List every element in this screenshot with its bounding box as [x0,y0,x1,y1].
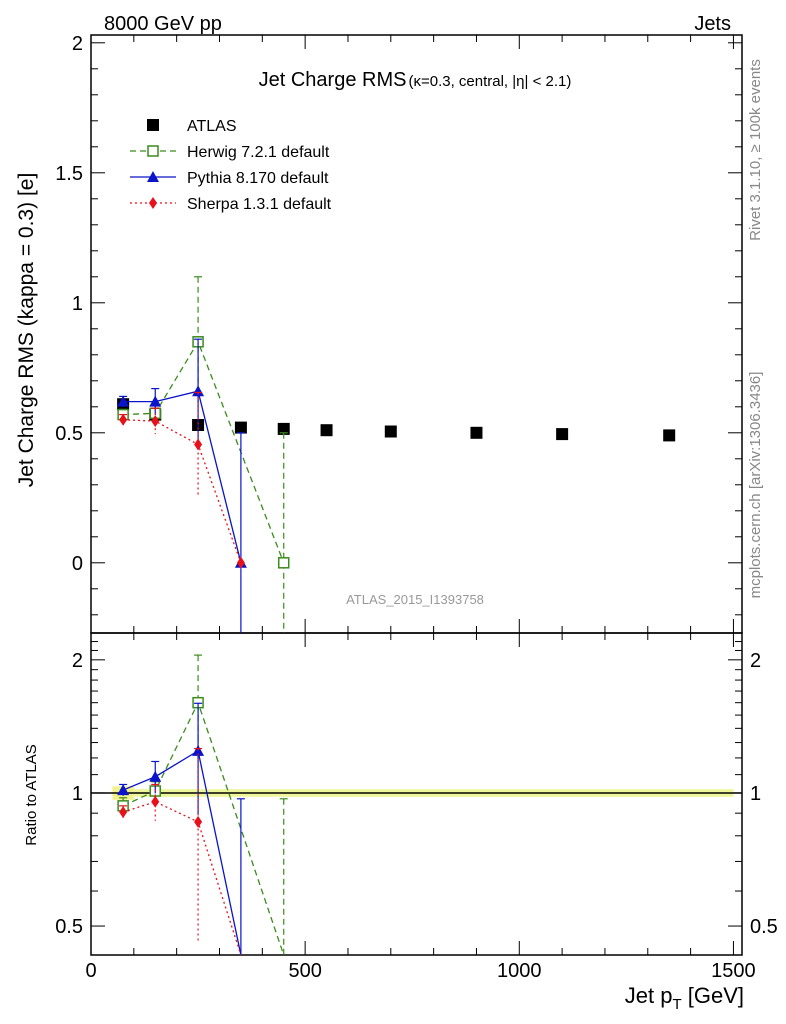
x-tick-label: 0 [85,960,96,982]
series-line [123,340,285,564]
data-point [277,557,290,569]
plot-title-main: Jet Charge RMS [259,69,407,91]
header-left: 8000 GeV pp [104,13,222,35]
ratio-series [117,654,288,956]
legend-label: ATLAS [187,118,237,135]
ratio-y-tick-label-right: 0.5 [750,916,778,938]
ratio-series-line [122,801,242,956]
ratio-y-axis-title: Ratio to ATLAS [23,744,40,845]
ratio-series-line [122,749,242,956]
ratio-data-point [149,770,162,782]
mcplots-label: mcplots.cern.ch [arXiv:1306.3436] [747,372,764,599]
data-point [119,413,128,426]
y-tick-label: 2 [72,33,83,55]
ratio-data-point [119,806,128,819]
ratio-series-line [122,700,285,956]
data-point [384,425,397,438]
data-point [117,395,130,407]
main-axes: 0 0.5 1 1.5 2 [55,33,742,633]
series-line [123,390,242,563]
plot-title: Jet Charge RMS (κ=0.3, central, |η| < 2.1… [259,69,572,91]
legend-label: Herwig 7.2.1 default [187,144,330,161]
ratio-data-point [117,784,130,796]
ratio-data-point [194,815,203,828]
ratio-data-point [151,795,160,808]
legend-label: Pythia 8.170 default [187,170,329,187]
y-tick-label: 0 [72,553,83,575]
data-point [320,424,333,437]
ratio-y-tick-label: 2 [72,650,83,672]
data-point [556,428,569,441]
data-point [236,556,245,569]
ratio-y-tick-label-right: 1 [750,783,761,805]
data-point [151,415,160,428]
legend-marker [147,171,159,182]
data-point [470,426,483,439]
y-tick-label: 1 [72,293,83,315]
legend-marker [149,197,157,209]
x-axis-title: Jet pT [GeV] [625,983,744,1013]
legend-marker [147,119,159,131]
y-tick-label: 0.5 [55,423,83,445]
legend-label: Sherpa 1.3.1 default [187,196,332,213]
rivet-label: Rivet 3.1.10, ≥ 100k events [747,59,764,241]
ratio-plot-frame [90,632,743,956]
y-tick-label: 1.5 [55,163,83,185]
main-y-axis-title: Jet Charge RMS (kappa = 0.3) [e] [15,173,38,488]
data-point [663,429,676,442]
data-point [277,422,290,435]
x-tick-label: 1500 [711,960,756,982]
legend-marker [147,145,159,157]
legend: ATLAS Herwig 7.2.1 default Pythia 8.170 de… [130,118,332,213]
x-tick-label: 1000 [497,960,542,982]
data-point [192,385,205,397]
analysis-watermark: ATLAS_2015_I1393758 [346,592,484,607]
ratio-y-tick-label-right: 2 [750,650,761,672]
ratio-axes: 0 500 1000 1500 0.5 0.5 1 1 2 2 [55,633,778,982]
main-series [117,276,676,633]
data-point [149,395,162,407]
data-point [194,438,203,451]
data-point [234,421,247,434]
ratio-y-tick-label: 1 [72,783,83,805]
series-line [123,419,242,564]
ratio-uncertainty-band [91,786,742,800]
x-tick-label: 500 [288,960,321,982]
plot-title-sub: (κ=0.3, central, |η| < 2.1) [408,73,571,90]
header-right: Jets [694,13,731,35]
ratio-y-tick-label: 0.5 [55,916,83,938]
